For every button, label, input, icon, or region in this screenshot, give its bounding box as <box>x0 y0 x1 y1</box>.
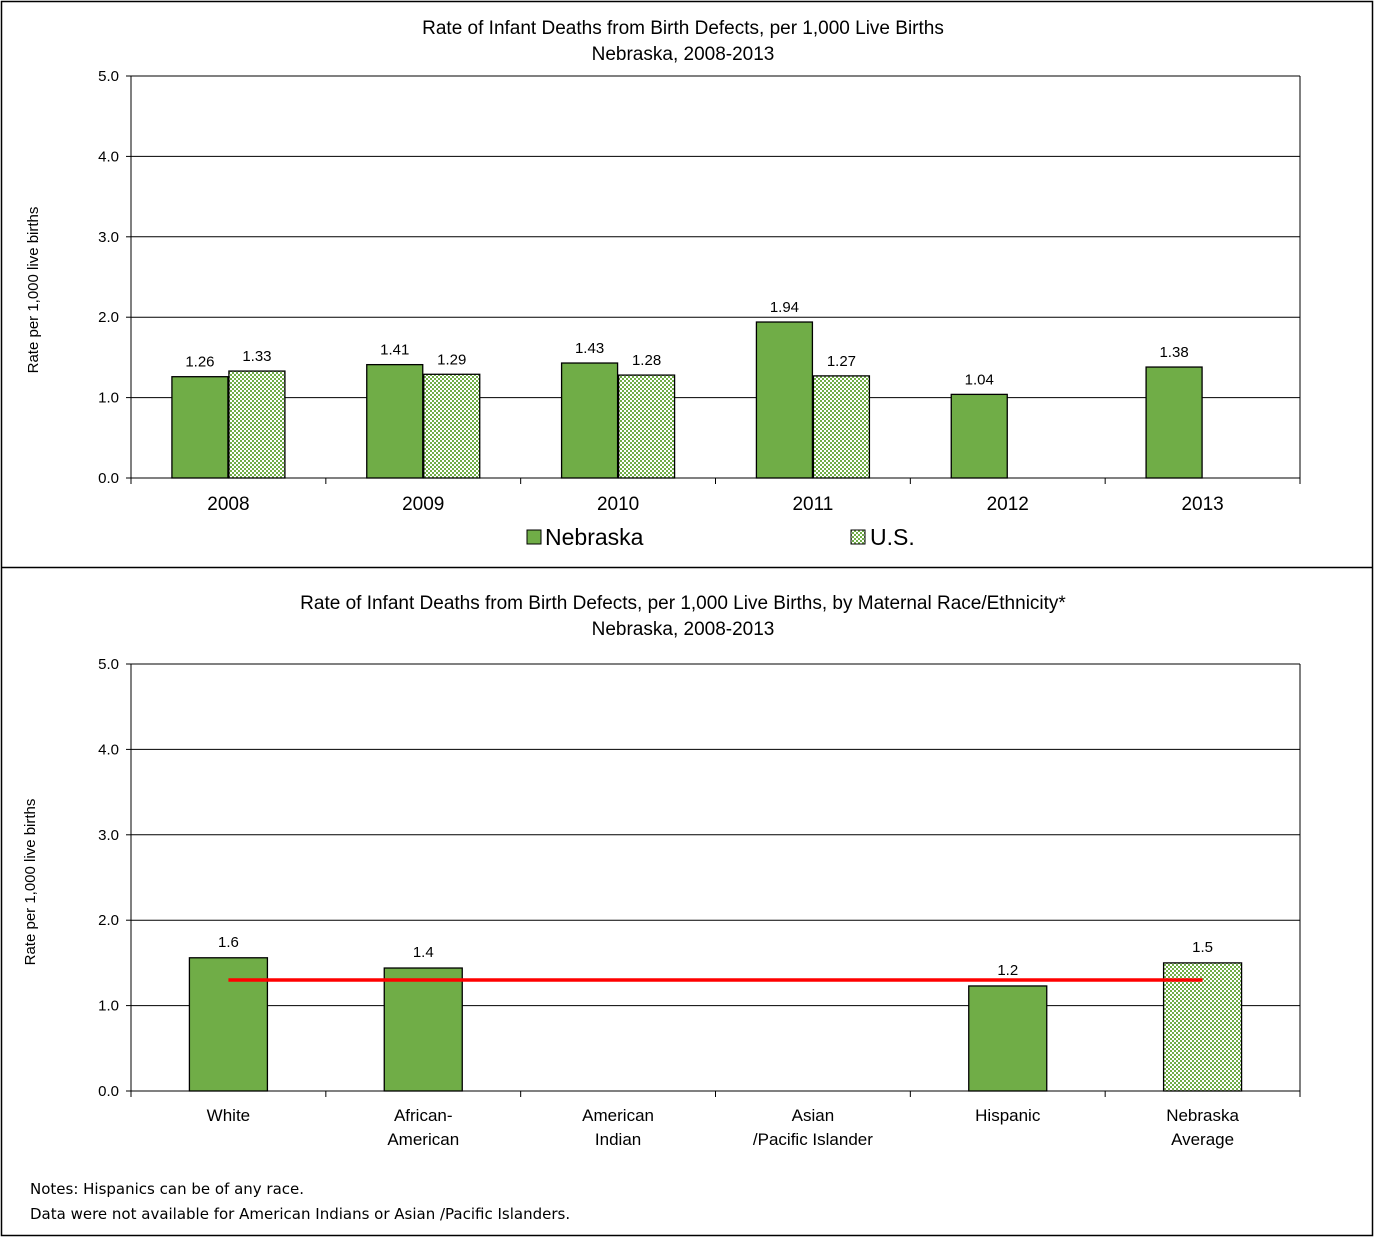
bar-nebraska <box>171 376 229 479</box>
note-line-2: Data were not available for American Ind… <box>30 1205 570 1223</box>
chart1-x-tick-label: 2009 <box>402 494 444 515</box>
chart2-y-tick-label: 2.0 <box>98 912 119 929</box>
data-label-nebraska: 1.94 <box>770 299 799 316</box>
chart2-y-axis-label: Rate per 1,000 live births <box>22 799 39 966</box>
chart2-y-tick-label: 0.0 <box>98 1083 119 1100</box>
data-label-nebraska: 1.04 <box>965 371 994 388</box>
chart1-x-tick-label: 2011 <box>792 494 833 515</box>
legend-swatch-us <box>850 529 866 545</box>
chart1-y-tick-label: 1.0 <box>98 390 119 407</box>
chart1-y-tick-label: 4.0 <box>98 148 119 165</box>
bar-nebraska <box>755 321 814 479</box>
bar-race <box>383 967 463 1092</box>
data-label-nebraska: 1.38 <box>1159 344 1188 361</box>
chart1-y-tick-label: 3.0 <box>98 229 119 246</box>
chart2-x-tick-label: Nebraska <box>1166 1106 1239 1125</box>
chart1-subtitle: Nebraska, 2008-2013 <box>592 44 775 65</box>
chart2-x-tick-label: American <box>582 1106 654 1125</box>
chart2-y-tick-label: 3.0 <box>98 827 119 844</box>
chart1-plot: 0.0 1.0 2.0 3.0 4.0 5.0 1.26 1.33 2008 1.41 1.29 20… <box>98 68 1301 515</box>
bar-nebraska <box>950 393 1008 479</box>
chart2-y-tick-label: 5.0 <box>98 656 119 673</box>
bar-race <box>188 957 269 1092</box>
data-label-race: 1.2 <box>997 962 1018 979</box>
data-label-us: 1.33 <box>242 348 271 365</box>
data-label-us: 1.29 <box>437 351 466 368</box>
bar-us <box>228 370 286 479</box>
chart1-x-tick-label: 2013 <box>1181 494 1223 515</box>
chart2-x-tick-label: American <box>387 1130 459 1149</box>
chart1-y-axis-label: Rate per 1,000 live births <box>25 207 42 374</box>
chart2-title: Rate of Infant Deaths from Birth Defects… <box>300 593 1066 614</box>
chart2-x-tick-label: African- <box>394 1106 453 1125</box>
bar-race <box>968 985 1048 1092</box>
data-label-nebraska: 1.43 <box>575 340 604 357</box>
legend-swatch-nebraska <box>526 529 542 545</box>
chart1-y-tick-label: 0.0 <box>98 470 119 487</box>
data-label-race: 1.6 <box>218 934 239 951</box>
chart2-plot: 0.0 1.0 2.0 3.0 4.0 5.0 1.6 White 1.4 African- Ame… <box>98 656 1301 1149</box>
chart1-y-tick-label: 2.0 <box>98 309 119 326</box>
chart2-x-tick-label: Indian <box>595 1130 641 1149</box>
bar-us <box>617 374 676 479</box>
bar-nebraska <box>560 362 619 479</box>
chart2-x-tick-label: /Pacific Islander <box>753 1130 873 1149</box>
bar-us <box>812 375 871 479</box>
chart2-y-tick-label: 1.0 <box>98 998 119 1015</box>
bar-us <box>423 373 481 479</box>
chart2-x-tick-label: Average <box>1171 1130 1234 1149</box>
data-label-nebraska: 1.41 <box>380 342 409 359</box>
chart1-x-tick-label: 2008 <box>207 494 249 515</box>
chart2-y-tick-label: 4.0 <box>98 741 119 758</box>
chart1-y-tick-label: 5.0 <box>98 68 119 85</box>
chart2-subtitle: Nebraska, 2008-2013 <box>592 619 775 640</box>
data-label-race: 1.4 <box>413 944 434 961</box>
chart2-x-tick-label: White <box>207 1106 250 1125</box>
legend-label-us: U.S. <box>870 524 915 550</box>
chart1-title: Rate of Infant Deaths from Birth Defects… <box>422 18 944 39</box>
note-line-1: Notes: Hispanics can be of any race. <box>30 1180 304 1198</box>
chart1-x-tick-label: 2012 <box>987 494 1029 515</box>
chart2-x-tick-label: Asian <box>792 1106 835 1125</box>
bar-race <box>1162 962 1243 1092</box>
legend-label-nebraska: Nebraska <box>545 524 644 550</box>
chart1-legend: Nebraska U.S. <box>526 524 915 550</box>
data-label-nebraska: 1.26 <box>185 354 214 371</box>
data-label-us: 1.28 <box>632 352 661 369</box>
chart1-x-tick-label: 2010 <box>597 494 639 515</box>
chart2-x-tick-label: Hispanic <box>975 1106 1041 1125</box>
data-label-us: 1.27 <box>827 353 856 370</box>
bar-nebraska <box>1145 366 1203 479</box>
data-label-race: 1.5 <box>1192 939 1213 956</box>
bar-nebraska <box>366 363 424 479</box>
